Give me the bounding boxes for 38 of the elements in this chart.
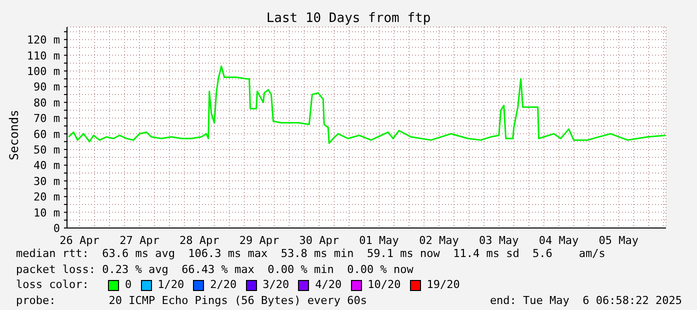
y-tick-label: 30 m: [34, 174, 60, 188]
y-tick-label: 100 m: [26, 64, 60, 78]
y-tick-label: 80 m: [34, 96, 60, 110]
line-series: [68, 66, 666, 144]
y-tick-label: 20 m: [34, 190, 60, 204]
y-tick-label: 40 m: [34, 159, 60, 172]
x-tick-label: 05 May: [598, 234, 639, 247]
x-tick-label: 04 May: [538, 234, 579, 247]
y-tick-label: 120 m: [26, 34, 60, 47]
x-tick-label: 30 Apr: [299, 234, 340, 247]
y-tick-label: 10 m: [34, 206, 60, 220]
text: 3/20: [262, 277, 290, 294]
text: 19/20: [426, 277, 460, 294]
y-tick-label: 70 m: [34, 112, 60, 126]
text: probe: 20 ICMP Echo Pings (56 Bytes) every 60s: [16, 293, 367, 309]
text: loss color:: [16, 277, 90, 294]
x-tick-label: 01 May: [359, 234, 400, 247]
x-tick-label: 26 Apr: [60, 234, 100, 247]
x-tick-label: 02 May: [419, 234, 460, 247]
x-tick-label: 03 May: [478, 234, 520, 247]
y-axis-title: Seconds: [7, 108, 21, 162]
y-tick-label: 50 m: [34, 143, 60, 156]
x-tick-label: 27 Apr: [120, 234, 160, 247]
text: 10/20: [368, 277, 401, 294]
text: 0: [125, 277, 132, 294]
x-tick-label: 29 Apr: [239, 234, 280, 247]
y-tick-label: 0: [53, 222, 60, 235]
y-tick-label: 110 m: [26, 49, 60, 62]
text: 2/20: [210, 277, 237, 294]
text: median rtt: 63.6 ms avg 106.3 ms max 53.8 ms min 59.1 ms now 11.4 ms sd 5.6 am/s: [16, 247, 606, 260]
x-tick-label: 28 Apr: [179, 234, 220, 247]
text: packet loss: 0.23 % avg 66.43 % max 0.00 % min 0.00 % now: [16, 262, 414, 276]
text: 1/20: [158, 277, 184, 294]
y-tick-label: 90 m: [34, 80, 60, 94]
chart-title: Last 10 Days from ftp: [265, 11, 432, 26]
y-tick-label: 60 m: [34, 128, 60, 141]
text: 4/20: [315, 277, 342, 294]
text: end: Tue May 6 06:58:22 2025: [490, 293, 682, 309]
